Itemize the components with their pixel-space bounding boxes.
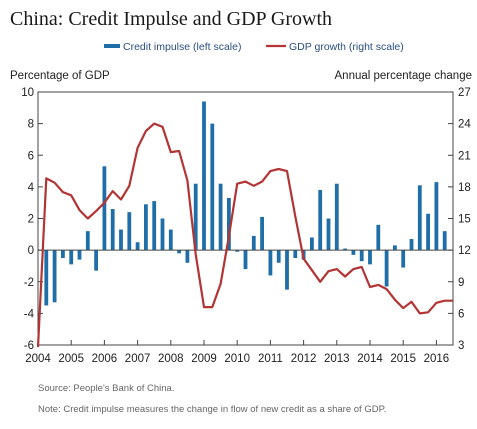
left-tick-label: 10 xyxy=(21,87,34,99)
credit-impulse-bar xyxy=(218,183,223,251)
credit-impulse-bar xyxy=(434,182,439,251)
right-tick-label: 21 xyxy=(458,150,471,162)
legend-bar-label: Credit impulse (left scale) xyxy=(123,41,241,53)
x-tick-label: 2008 xyxy=(158,353,184,365)
credit-impulse-bar xyxy=(310,237,314,251)
credit-impulse-bar xyxy=(193,183,198,251)
credit-impulse-bar xyxy=(393,245,397,251)
legend-line-label: GDP growth (right scale) xyxy=(289,41,404,53)
credit-impulse-bar xyxy=(52,250,57,303)
right-tick-label: 18 xyxy=(458,182,471,194)
credit-impulse-bar xyxy=(85,231,90,251)
credit-impulse-bar xyxy=(127,212,132,251)
credit-impulse-bar xyxy=(227,197,231,251)
credit-impulse-bar xyxy=(185,250,190,263)
right-axis-label: Annual percentage change xyxy=(335,70,472,82)
ticks-layer: 10 8 6 4 2 0 -2 -4 -6 27 24 21 18 15 12 9 6 3 2004 2005 2006… xyxy=(21,87,471,365)
credit-impulse-bar xyxy=(119,229,123,251)
plot-frame xyxy=(37,91,454,346)
credit-impulse-bar xyxy=(160,218,165,251)
credit-impulse-bar xyxy=(235,250,240,252)
credit-impulse-bar xyxy=(442,231,447,251)
credit-impulse-bar xyxy=(260,216,264,251)
credit-impulse-bar xyxy=(293,250,298,259)
credit-impulse-bar xyxy=(359,250,364,262)
credit-impulse-bar xyxy=(110,209,115,251)
source-note: Source: People's Bank of China. xyxy=(38,383,174,394)
credit-impulse-bar xyxy=(368,250,372,265)
credit-impulse-bar xyxy=(376,224,381,251)
credit-impulse-bar xyxy=(177,250,181,254)
x-tick-label: 2010 xyxy=(224,353,250,365)
left-tick-label: 8 xyxy=(28,119,34,131)
x-tick-label: 2012 xyxy=(291,353,317,365)
credit-impulse-bar xyxy=(326,218,331,251)
credit-impulse-bar xyxy=(69,250,74,265)
chart-title: China: Credit Impulse and GDP Growth xyxy=(10,8,332,30)
credit-impulse-bar xyxy=(144,204,148,251)
credit-impulse-bar xyxy=(243,250,248,270)
credit-impulse-bar xyxy=(401,250,406,268)
credit-impulse-bar xyxy=(276,250,281,263)
credit-impulse-bar xyxy=(417,185,422,251)
left-tick-label: 2 xyxy=(28,214,34,226)
x-tick-label: 2016 xyxy=(424,353,450,365)
credit-impulse-bar xyxy=(384,250,389,287)
credit-impulse-bar xyxy=(61,250,65,259)
right-tick-label: 12 xyxy=(458,245,471,257)
left-tick-label: 4 xyxy=(28,182,35,194)
credit-impulse-bar xyxy=(135,242,140,251)
credit-impulse-bar xyxy=(102,166,107,251)
credit-impulse-bar xyxy=(285,250,289,290)
credit-impulse-bar xyxy=(334,183,339,251)
right-tick-label: 6 xyxy=(458,308,464,320)
x-tick-label: 2011 xyxy=(258,353,283,365)
credit-impulse-bar xyxy=(351,250,356,255)
right-tick-label: 27 xyxy=(458,87,471,99)
left-tick-label: 6 xyxy=(28,150,34,162)
x-tick-label: 2004 xyxy=(25,353,51,365)
x-tick-label: 2014 xyxy=(357,353,383,365)
x-tick-label: 2015 xyxy=(390,353,416,365)
x-tick-label: 2007 xyxy=(125,353,151,365)
x-tick-label: 2006 xyxy=(92,353,118,365)
left-axis-label: Percentage of GDP xyxy=(10,70,110,82)
right-tick-label: 15 xyxy=(458,214,471,226)
credit-impulse-bar xyxy=(409,239,414,251)
left-tick-label: -2 xyxy=(24,277,34,289)
credit-impulse-bar xyxy=(94,250,98,271)
gdp-growth-line xyxy=(36,122,453,348)
credit-impulse-bar xyxy=(318,190,323,251)
x-tick-label: 2013 xyxy=(324,353,350,365)
right-tick-label: 9 xyxy=(458,277,464,289)
credit-impulse-bar xyxy=(210,123,215,251)
credit-impulse-bar xyxy=(202,101,206,251)
bars-layer xyxy=(44,101,447,306)
legend-bar-swatch xyxy=(104,44,120,48)
credit-impulse-bar xyxy=(343,248,347,251)
left-tick-label: -6 xyxy=(24,340,34,352)
x-tick-label: 2005 xyxy=(58,353,84,365)
credit-impulse-bar xyxy=(152,201,157,251)
credit-impulse-bar xyxy=(426,213,430,251)
credit-impulse-bar xyxy=(44,250,49,306)
left-tick-label: -4 xyxy=(24,308,35,320)
credit-impulse-bar xyxy=(168,229,173,251)
footnote: Note: Credit impulse measures the change… xyxy=(38,404,386,415)
credit-impulse-bar xyxy=(251,235,256,251)
line-layer xyxy=(36,122,453,348)
left-tick-label: 0 xyxy=(28,245,34,257)
credit-impulse-bar xyxy=(77,250,82,260)
x-tick-label: 2009 xyxy=(191,353,217,365)
right-tick-label: 3 xyxy=(458,340,464,352)
right-tick-label: 24 xyxy=(458,119,471,131)
credit-impulse-bar xyxy=(268,250,273,276)
